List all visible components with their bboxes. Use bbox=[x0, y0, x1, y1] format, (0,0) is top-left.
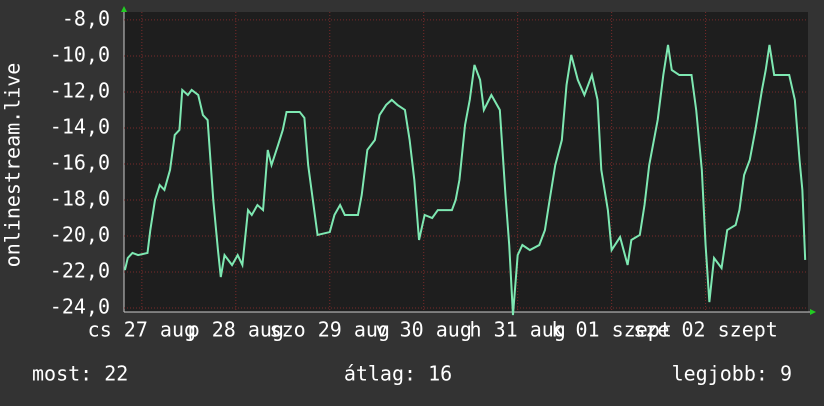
x-tick-label: p 28 aug bbox=[188, 318, 284, 342]
y-tick-label: -12,0 bbox=[50, 78, 110, 102]
y-tick-label: -14,0 bbox=[50, 114, 110, 138]
y-tick-label: -18,0 bbox=[50, 186, 110, 210]
x-tick-label: szo 29 aug bbox=[270, 318, 390, 342]
x-tick-label: v 30 aug bbox=[376, 318, 472, 342]
x-tick-label: sze 02 szept bbox=[633, 318, 778, 342]
stat-average: átlag: 16 bbox=[344, 362, 452, 386]
y-axis-label: onlinestream.live bbox=[1, 63, 25, 268]
x-tick-label: cs 27 aug bbox=[88, 318, 196, 342]
y-arrow bbox=[121, 6, 127, 12]
data-line bbox=[123, 44, 807, 316]
y-tick-label: -16,0 bbox=[50, 150, 110, 174]
x-tick-label: h 31 aug bbox=[470, 318, 566, 342]
x-arrow bbox=[810, 309, 816, 315]
x-tick-label: k 01 szept bbox=[551, 318, 671, 342]
y-tick-label: -8,0 bbox=[62, 6, 110, 30]
y-tick-label: -20,0 bbox=[50, 223, 110, 247]
y-tick-label: -22,0 bbox=[50, 259, 110, 283]
y-tick-label: -10,0 bbox=[50, 42, 110, 66]
y-tick-label: -24,0 bbox=[50, 295, 110, 319]
plot-area bbox=[124, 12, 808, 312]
stat-best: legjobb: 9 bbox=[672, 362, 792, 386]
stat-current: most: 22 bbox=[32, 362, 128, 386]
